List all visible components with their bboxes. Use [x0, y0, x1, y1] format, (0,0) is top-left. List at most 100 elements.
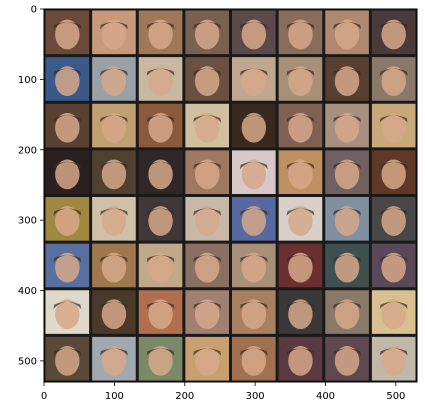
x-tick-label: 100 — [105, 391, 124, 402]
y-tick-label: 400 — [18, 286, 37, 297]
hair-shape — [379, 301, 408, 310]
face-shape — [241, 19, 267, 50]
face-tile — [138, 150, 183, 194]
hair-shape — [333, 301, 362, 310]
hair-shape — [379, 161, 408, 170]
hair-shape — [379, 348, 408, 356]
face-shape — [148, 206, 173, 236]
face-shape — [55, 66, 80, 96]
hair-shape — [286, 22, 315, 30]
face-tile — [92, 10, 136, 55]
face-tile — [185, 197, 229, 241]
face-tile — [138, 103, 183, 148]
hair-shape — [379, 208, 408, 216]
face-tile — [325, 10, 369, 55]
face-shape — [194, 252, 220, 283]
face-tile — [185, 103, 229, 148]
face-tile — [232, 336, 276, 381]
hair-shape — [239, 301, 268, 310]
face-tile — [278, 197, 323, 241]
face-shape — [55, 252, 80, 283]
face-tile — [138, 57, 183, 101]
face-tile — [92, 197, 136, 241]
axes-frame — [43, 8, 418, 383]
face-shape — [334, 299, 360, 330]
hair-shape — [286, 348, 315, 356]
hair-shape — [193, 22, 222, 30]
face-shape — [241, 346, 267, 376]
face-tile — [185, 243, 229, 288]
face-tile — [45, 197, 90, 241]
face-tile — [92, 150, 136, 194]
face-shape — [288, 112, 313, 143]
face-tile — [232, 243, 276, 288]
face-tile — [45, 103, 90, 148]
hair-shape — [193, 348, 222, 356]
face-tile — [185, 290, 229, 334]
face-tile — [371, 290, 416, 334]
face-tile — [371, 150, 416, 194]
face-shape — [55, 19, 80, 50]
face-shape — [334, 252, 360, 283]
hair-shape — [333, 348, 362, 356]
face-tile — [185, 336, 229, 381]
face-shape — [241, 206, 267, 236]
y-tick-label: 500 — [18, 356, 37, 367]
face-shape — [101, 19, 127, 50]
hair-shape — [53, 115, 82, 123]
face-shape — [381, 159, 406, 190]
face-shape — [101, 159, 127, 190]
x-tick-label: 200 — [175, 391, 194, 402]
face-tile — [325, 197, 369, 241]
face-tile — [325, 336, 369, 381]
face-shape — [101, 66, 127, 96]
face-tile — [232, 57, 276, 101]
hair-shape — [239, 115, 268, 123]
face-shape — [55, 206, 80, 236]
face-shape — [148, 66, 173, 96]
face-shape — [381, 299, 406, 330]
face-tile — [278, 336, 323, 381]
hair-shape — [146, 22, 175, 30]
face-tile — [185, 150, 229, 194]
face-tile — [325, 243, 369, 288]
x-tick-label: 500 — [386, 391, 405, 402]
hair-shape — [99, 22, 128, 30]
hair-shape — [333, 68, 362, 76]
face-tile — [138, 290, 183, 334]
face-tile — [325, 290, 369, 334]
face-shape — [241, 252, 267, 283]
face-shape — [241, 112, 267, 143]
face-shape — [334, 346, 360, 376]
face-shape — [148, 299, 173, 330]
hair-shape — [53, 22, 82, 30]
face-shape — [334, 19, 360, 50]
hair-shape — [193, 161, 222, 170]
face-shape — [55, 159, 80, 190]
x-tick-label: 0 — [41, 391, 47, 402]
face-tile — [371, 57, 416, 101]
face-shape — [148, 159, 173, 190]
hair-shape — [146, 68, 175, 76]
face-tile — [232, 150, 276, 194]
y-tick-label: 0 — [31, 5, 37, 16]
hair-shape — [99, 255, 128, 263]
face-tile — [185, 10, 229, 55]
hair-shape — [53, 348, 82, 356]
face-shape — [101, 346, 127, 376]
hair-shape — [193, 255, 222, 263]
hair-shape — [239, 68, 268, 76]
face-shape — [194, 159, 220, 190]
face-tile — [325, 103, 369, 148]
hair-shape — [333, 161, 362, 170]
face-tile — [45, 336, 90, 381]
hair-shape — [286, 68, 315, 76]
hair-shape — [286, 208, 315, 216]
face-shape — [288, 159, 313, 190]
face-tile — [232, 197, 276, 241]
face-tile — [45, 243, 90, 288]
face-tile — [232, 290, 276, 334]
face-tile — [45, 10, 90, 55]
face-tile — [232, 103, 276, 148]
hair-shape — [286, 115, 315, 123]
